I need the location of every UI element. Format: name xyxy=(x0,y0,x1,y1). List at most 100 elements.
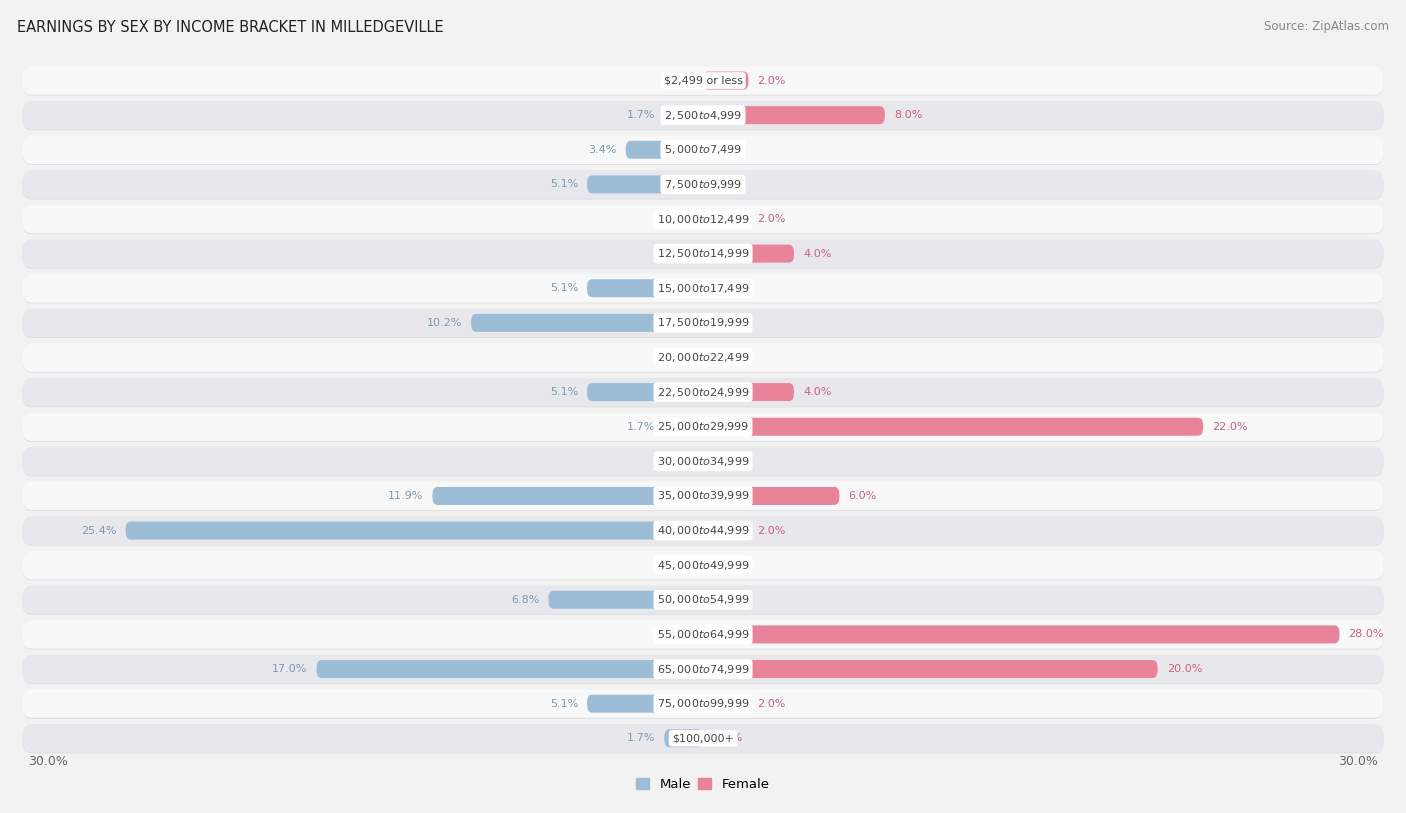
Text: 0.0%: 0.0% xyxy=(714,456,742,467)
Text: 5.1%: 5.1% xyxy=(550,283,578,293)
Text: 2.0%: 2.0% xyxy=(758,698,786,709)
FancyBboxPatch shape xyxy=(22,378,1384,406)
FancyBboxPatch shape xyxy=(22,482,1384,510)
FancyBboxPatch shape xyxy=(22,275,1384,303)
FancyBboxPatch shape xyxy=(22,240,1384,267)
FancyBboxPatch shape xyxy=(665,107,703,124)
FancyBboxPatch shape xyxy=(22,448,1384,476)
Text: 0.0%: 0.0% xyxy=(664,214,692,224)
Text: $45,000 to $49,999: $45,000 to $49,999 xyxy=(657,559,749,572)
FancyBboxPatch shape xyxy=(22,137,1384,165)
Text: $30,000 to $34,999: $30,000 to $34,999 xyxy=(657,454,749,467)
FancyBboxPatch shape xyxy=(22,414,1384,442)
Text: 0.0%: 0.0% xyxy=(664,353,692,363)
FancyBboxPatch shape xyxy=(22,310,1384,338)
Text: 1.7%: 1.7% xyxy=(627,733,655,743)
Text: 17.0%: 17.0% xyxy=(273,664,308,674)
Text: 5.1%: 5.1% xyxy=(550,180,578,189)
FancyBboxPatch shape xyxy=(22,206,1384,234)
FancyBboxPatch shape xyxy=(703,210,748,228)
Text: $10,000 to $12,499: $10,000 to $12,499 xyxy=(657,212,749,225)
FancyBboxPatch shape xyxy=(703,522,748,540)
FancyBboxPatch shape xyxy=(316,660,703,678)
FancyBboxPatch shape xyxy=(22,551,1384,580)
Text: 0.0%: 0.0% xyxy=(714,180,742,189)
Text: $35,000 to $39,999: $35,000 to $39,999 xyxy=(657,489,749,502)
FancyBboxPatch shape xyxy=(626,141,703,159)
FancyBboxPatch shape xyxy=(22,516,1384,545)
Text: 6.8%: 6.8% xyxy=(510,595,540,605)
FancyBboxPatch shape xyxy=(703,694,748,713)
Text: 4.0%: 4.0% xyxy=(803,249,831,259)
FancyBboxPatch shape xyxy=(22,345,1384,372)
Text: $12,500 to $14,999: $12,500 to $14,999 xyxy=(657,247,749,260)
FancyBboxPatch shape xyxy=(22,725,1384,754)
Text: 0.0%: 0.0% xyxy=(714,595,742,605)
FancyBboxPatch shape xyxy=(665,418,703,436)
FancyBboxPatch shape xyxy=(703,625,1340,643)
FancyBboxPatch shape xyxy=(22,587,1384,615)
FancyBboxPatch shape xyxy=(22,517,1384,546)
FancyBboxPatch shape xyxy=(22,67,1384,96)
FancyBboxPatch shape xyxy=(22,724,1384,753)
FancyBboxPatch shape xyxy=(703,107,884,124)
Text: $75,000 to $99,999: $75,000 to $99,999 xyxy=(657,697,749,710)
Text: 2.0%: 2.0% xyxy=(758,214,786,224)
Text: $65,000 to $74,999: $65,000 to $74,999 xyxy=(657,663,749,676)
FancyBboxPatch shape xyxy=(22,102,1384,130)
Text: 0.0%: 0.0% xyxy=(664,456,692,467)
FancyBboxPatch shape xyxy=(703,245,794,263)
FancyBboxPatch shape xyxy=(22,170,1384,198)
Text: 22.0%: 22.0% xyxy=(1212,422,1247,432)
FancyBboxPatch shape xyxy=(471,314,703,332)
FancyBboxPatch shape xyxy=(703,418,1204,436)
FancyBboxPatch shape xyxy=(22,379,1384,407)
Text: 6.0%: 6.0% xyxy=(848,491,877,501)
Text: $55,000 to $64,999: $55,000 to $64,999 xyxy=(657,628,749,641)
FancyBboxPatch shape xyxy=(22,483,1384,511)
Text: $22,500 to $24,999: $22,500 to $24,999 xyxy=(657,385,749,398)
FancyBboxPatch shape xyxy=(125,522,703,540)
FancyBboxPatch shape xyxy=(703,660,1157,678)
FancyBboxPatch shape xyxy=(703,72,748,89)
Text: 5.1%: 5.1% xyxy=(550,698,578,709)
FancyBboxPatch shape xyxy=(588,383,703,401)
Text: 30.0%: 30.0% xyxy=(1339,755,1378,768)
Text: 10.2%: 10.2% xyxy=(426,318,463,328)
Legend: Male, Female: Male, Female xyxy=(631,773,775,797)
Text: 0.0%: 0.0% xyxy=(664,76,692,85)
Text: $2,500 to $4,999: $2,500 to $4,999 xyxy=(664,109,742,122)
Text: 0.0%: 0.0% xyxy=(714,353,742,363)
Text: 3.4%: 3.4% xyxy=(588,145,617,154)
FancyBboxPatch shape xyxy=(665,729,703,747)
Text: 0.0%: 0.0% xyxy=(664,629,692,639)
FancyBboxPatch shape xyxy=(22,654,1384,683)
Text: 0.0%: 0.0% xyxy=(714,145,742,154)
FancyBboxPatch shape xyxy=(22,585,1384,614)
Text: 0.0%: 0.0% xyxy=(664,249,692,259)
Text: 8.0%: 8.0% xyxy=(894,110,922,120)
Text: 11.9%: 11.9% xyxy=(388,491,423,501)
FancyBboxPatch shape xyxy=(22,136,1384,164)
Text: 4.0%: 4.0% xyxy=(803,387,831,397)
FancyBboxPatch shape xyxy=(22,309,1384,337)
FancyBboxPatch shape xyxy=(22,412,1384,441)
Text: 30.0%: 30.0% xyxy=(28,755,67,768)
FancyBboxPatch shape xyxy=(22,656,1384,685)
Text: 25.4%: 25.4% xyxy=(82,525,117,536)
Text: 0.0%: 0.0% xyxy=(664,560,692,570)
Text: $15,000 to $17,499: $15,000 to $17,499 xyxy=(657,282,749,295)
Text: 1.7%: 1.7% xyxy=(627,422,655,432)
Text: 0.0%: 0.0% xyxy=(714,318,742,328)
FancyBboxPatch shape xyxy=(22,205,1384,233)
Text: 0.0%: 0.0% xyxy=(714,560,742,570)
Text: EARNINGS BY SEX BY INCOME BRACKET IN MILLEDGEVILLE: EARNINGS BY SEX BY INCOME BRACKET IN MIL… xyxy=(17,20,443,35)
FancyBboxPatch shape xyxy=(588,694,703,713)
Text: $2,499 or less: $2,499 or less xyxy=(664,76,742,85)
FancyBboxPatch shape xyxy=(22,447,1384,476)
FancyBboxPatch shape xyxy=(588,279,703,298)
Text: 2.0%: 2.0% xyxy=(758,76,786,85)
FancyBboxPatch shape xyxy=(22,690,1384,719)
FancyBboxPatch shape xyxy=(22,343,1384,372)
FancyBboxPatch shape xyxy=(548,591,703,609)
